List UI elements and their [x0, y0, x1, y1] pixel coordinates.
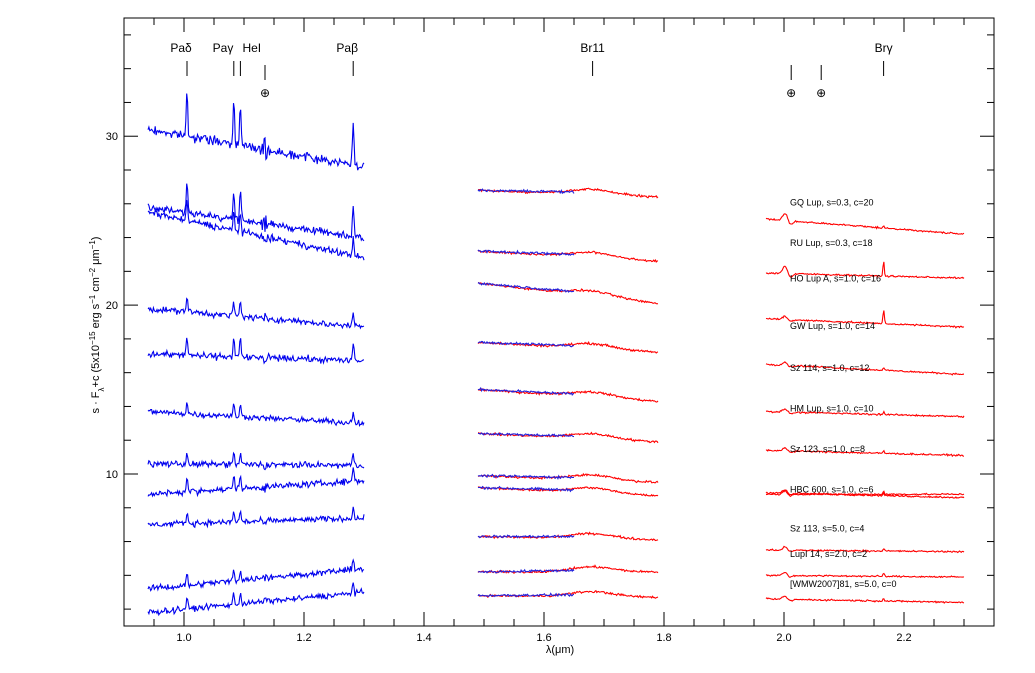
telluric-symbol: ⊕ [786, 86, 796, 100]
telluric-symbol: ⊕ [816, 86, 826, 100]
spectrum-H-blue [477, 534, 575, 539]
spectrum-J [147, 297, 365, 330]
spectrum-J [147, 451, 365, 471]
line-marker-label: Paδ [170, 41, 192, 55]
series-label: HM Lup, s=1.0, c=10 [790, 404, 874, 414]
spectrum-J [147, 582, 365, 617]
spectrum-H-blue [477, 249, 575, 256]
spectrum-J [147, 93, 365, 171]
x-axis-label: λ(μm) [546, 644, 574, 656]
spectrum-K [765, 446, 965, 458]
x-tick-label: 1.6 [536, 632, 551, 644]
series-label: LupI 14, s=2.0, c=2 [790, 549, 867, 559]
y-tick-label: 20 [106, 300, 118, 312]
series-label: Sz 123, s=1.0, c=8 [790, 444, 865, 454]
spectrum-K [765, 489, 965, 499]
spectrum-K [765, 545, 965, 554]
spectrum-H-blue [477, 592, 575, 598]
line-marker-label: HeI [242, 41, 261, 55]
series-label: RU Lup, s=0.3, c=18 [790, 238, 873, 248]
line-marker-label: Paγ [213, 41, 234, 55]
spectrum-H-blue [477, 340, 575, 348]
spectrum-J [147, 402, 365, 428]
plot-frame [123, 17, 995, 627]
line-marker-label: Brγ [875, 41, 893, 55]
x-tick-label: 1.2 [296, 632, 311, 644]
y-axis-label: s · Fλ+c (5x10−15 erg s−1 cm−2 μm−1) [88, 237, 106, 414]
series-label: Sz 113, s=5.0, c=4 [790, 523, 864, 533]
plot-border [123, 17, 995, 627]
spectrum-H-blue [477, 188, 575, 195]
x-tick-label: 1.0 [176, 632, 191, 644]
series-label: GQ Lup, s=0.3, c=20 [790, 197, 874, 207]
spectrum-H-blue [477, 485, 575, 493]
spectrum-H-blue [477, 386, 575, 396]
series-label: GW Lup, s=1.0, c=14 [790, 321, 875, 331]
y-axis-label-part: +c (5x10 [90, 345, 102, 388]
y-tick-label: 30 [106, 131, 118, 143]
line-marker-label: Br11 [580, 41, 605, 55]
x-tick-label: 1.4 [416, 632, 431, 644]
line-identification-markers: Paδ Paγ HeI Paβ Br11 Brγ ⊕ ⊕ ⊕ [170, 41, 892, 100]
axis-ticks [123, 18, 995, 626]
y-axis-label-part: −2 [88, 267, 97, 277]
spectrum-H-blue [477, 473, 575, 481]
y-axis-label-part: ) [90, 237, 102, 241]
spectrum-J [147, 467, 365, 498]
spectrum-H-blue [477, 281, 575, 293]
y-tick-label: 10 [106, 469, 118, 481]
spectrum-H-red [478, 431, 659, 444]
spectrum-J [147, 506, 365, 529]
y-axis-label-part: cm [90, 277, 102, 295]
spectrum-J [147, 199, 365, 261]
series-label: [WMW2007]81, s=5.0, c=0 [790, 579, 897, 589]
spectrum-H-red [477, 187, 659, 199]
spectrum-H-blue [477, 568, 575, 574]
spectrum-H-red [477, 589, 659, 599]
spectrum-K [765, 571, 965, 579]
y-axis-label-part: −1 [88, 240, 97, 250]
spectrum-H-red [477, 388, 659, 403]
x-tick-label: 2.0 [776, 632, 791, 644]
spectrum-K [765, 213, 965, 235]
spectrum-K [765, 361, 965, 376]
y-axis-label-part: −15 [88, 331, 97, 345]
y-axis-label-part: μm [90, 249, 102, 268]
telluric-symbol: ⊕ [260, 86, 270, 100]
y-axis-label-part: −1 [88, 294, 97, 304]
y-axis-label-part: s · F [90, 391, 102, 413]
series-label: Sz 114, s=1.0, c=12 [790, 363, 869, 373]
x-tick-label: 1.8 [656, 632, 671, 644]
spectrum-K [765, 310, 965, 329]
series-label: HBC 600, s=1.0, c=6 [790, 485, 874, 495]
line-marker-label: Paβ [336, 41, 358, 55]
spectrum-K [765, 408, 965, 419]
spectrum-J [147, 558, 365, 592]
spectrum-J [147, 183, 365, 242]
tick-labels: 1.0 1.2 1.4 1.6 1.8 2.0 2.2 10 20 30 [106, 131, 912, 644]
series-labels: GQ Lup, s=0.3, c=20 RU Lup, s=0.3, c=18 HO… [790, 197, 897, 589]
spectrum-K [765, 595, 965, 604]
series-label: HO Lup A, s=1.0, c=16 [790, 273, 881, 283]
x-tick-label: 2.2 [896, 632, 911, 644]
spectrum-K [765, 261, 965, 280]
spectrum-J [147, 337, 364, 365]
spectra-series [147, 93, 965, 617]
spectrum-H-red [477, 531, 659, 542]
spectrum-H-blue [477, 432, 575, 438]
y-axis-label-part: λ [97, 387, 106, 391]
y-axis-label-part: erg s [90, 303, 102, 331]
